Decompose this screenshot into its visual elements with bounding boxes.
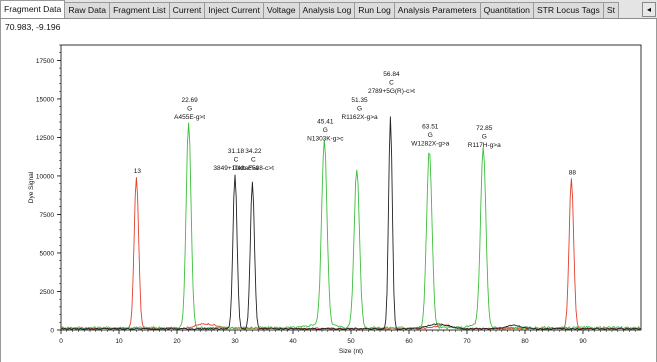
peak-annotation-line: 51.35 — [351, 97, 368, 104]
tab-quantitation[interactable]: Quantitation — [479, 2, 534, 18]
peak-annotation-line: C — [234, 156, 239, 163]
x-tick-label: 50 — [347, 338, 355, 345]
fragment-data-panel: 0 2500 5000 7500 10000 12500 15000 17500 0 10 20 30… — [0, 19, 657, 362]
peak-annotation-line: A455E-g>t — [174, 114, 205, 121]
y-tick-label: 17500 — [36, 58, 54, 65]
y-tick-label: 15000 — [36, 96, 54, 103]
peak-annotation-line: C — [251, 156, 256, 163]
x-tick-label: 40 — [289, 338, 297, 345]
peak-annotation-line: G — [323, 127, 328, 134]
peak-annotation-line: 34.22 — [245, 148, 262, 155]
peak-annotation-line: N1303K-g>c — [307, 136, 344, 143]
peak-annotation-line: DeltaF508-c>t — [233, 165, 274, 172]
y-axis-label: Dye Signal — [28, 171, 35, 203]
peak-annotation-line: 72.85 — [476, 125, 493, 132]
peak-annotation-line: R117H-g>a — [468, 142, 501, 149]
plot-frame — [60, 44, 642, 331]
tab-run-log[interactable]: Run Log — [354, 2, 395, 18]
peak-annotation-line: 2789+5G(R)-c>t — [368, 88, 415, 95]
tab-fragment-data[interactable]: Fragment Data — [0, 0, 66, 18]
tab-scroll-left-icon[interactable]: ◂ — [642, 2, 656, 17]
black-dye-trace — [60, 116, 642, 331]
y-tick-label: 7500 — [40, 212, 55, 219]
cursor-coordinate-readout: 70.983, -9.196 — [5, 22, 61, 32]
x-axis-label: Size (nt) — [339, 348, 363, 355]
peak-annotation-line: R1162X-g>a — [341, 114, 378, 121]
y-tick-label: 12500 — [36, 135, 54, 142]
peak-annotation-line: G — [482, 133, 487, 140]
peak-annotation-line: 63.51 — [422, 123, 439, 130]
peak-annotation-line: 88 — [569, 170, 577, 177]
peak-annotation-line: G — [357, 106, 362, 113]
x-tick-label: 0 — [59, 338, 63, 345]
tab-st[interactable]: St — [602, 2, 619, 18]
electropherogram-chart: 0 2500 5000 7500 10000 12500 15000 17500 0 10 20 30… — [28, 44, 642, 355]
tab-bar: Fragment Data Raw Data Fragment List Curren… — [0, 0, 657, 19]
x-tick-label: 70 — [463, 338, 471, 345]
peak-annotation-line: W1282X-g>a — [411, 140, 450, 147]
peak-annotation-line: 3849+10kb-c>a — [213, 165, 259, 172]
peak-annotation-line: 45.41 — [317, 119, 334, 126]
tab-voltage[interactable]: Voltage — [262, 2, 300, 18]
tab-str-locus-tags[interactable]: STR Locus Tags — [532, 2, 604, 18]
peak-annotation-line: 31.18 — [228, 148, 245, 155]
tab-fragment-list[interactable]: Fragment List — [109, 2, 170, 18]
x-tick-label: 90 — [579, 338, 587, 345]
tab-analysis-parameters[interactable]: Analysis Parameters — [393, 2, 481, 18]
x-tick-label: 80 — [521, 338, 529, 345]
x-tick-label: 10 — [115, 338, 123, 345]
x-tick-label: 30 — [231, 338, 239, 345]
y-tick-label: 0 — [50, 328, 54, 335]
peak-annotation-line: 22.69 — [181, 97, 198, 104]
tab-raw-data[interactable]: Raw Data — [64, 2, 111, 18]
peak-annotation-line: G — [187, 106, 192, 113]
peak-annotation-line: C — [389, 79, 394, 86]
tab-inject-current[interactable]: Inject Current — [204, 2, 264, 18]
peak-annotation-line: 56.84 — [383, 71, 400, 78]
x-tick-label: 60 — [405, 338, 413, 345]
peak-annotation-line: G — [428, 132, 433, 139]
tab-current[interactable]: Current — [168, 2, 206, 18]
y-tick-label: 5000 — [40, 250, 55, 257]
green-dye-trace — [60, 122, 642, 330]
x-tick-label: 20 — [173, 338, 181, 345]
y-tick-label: 2500 — [40, 289, 55, 296]
peak-annotation-line: 13 — [134, 168, 142, 175]
y-tick-label: 10000 — [36, 173, 54, 180]
tab-analysis-log[interactable]: Analysis Log — [298, 2, 356, 18]
